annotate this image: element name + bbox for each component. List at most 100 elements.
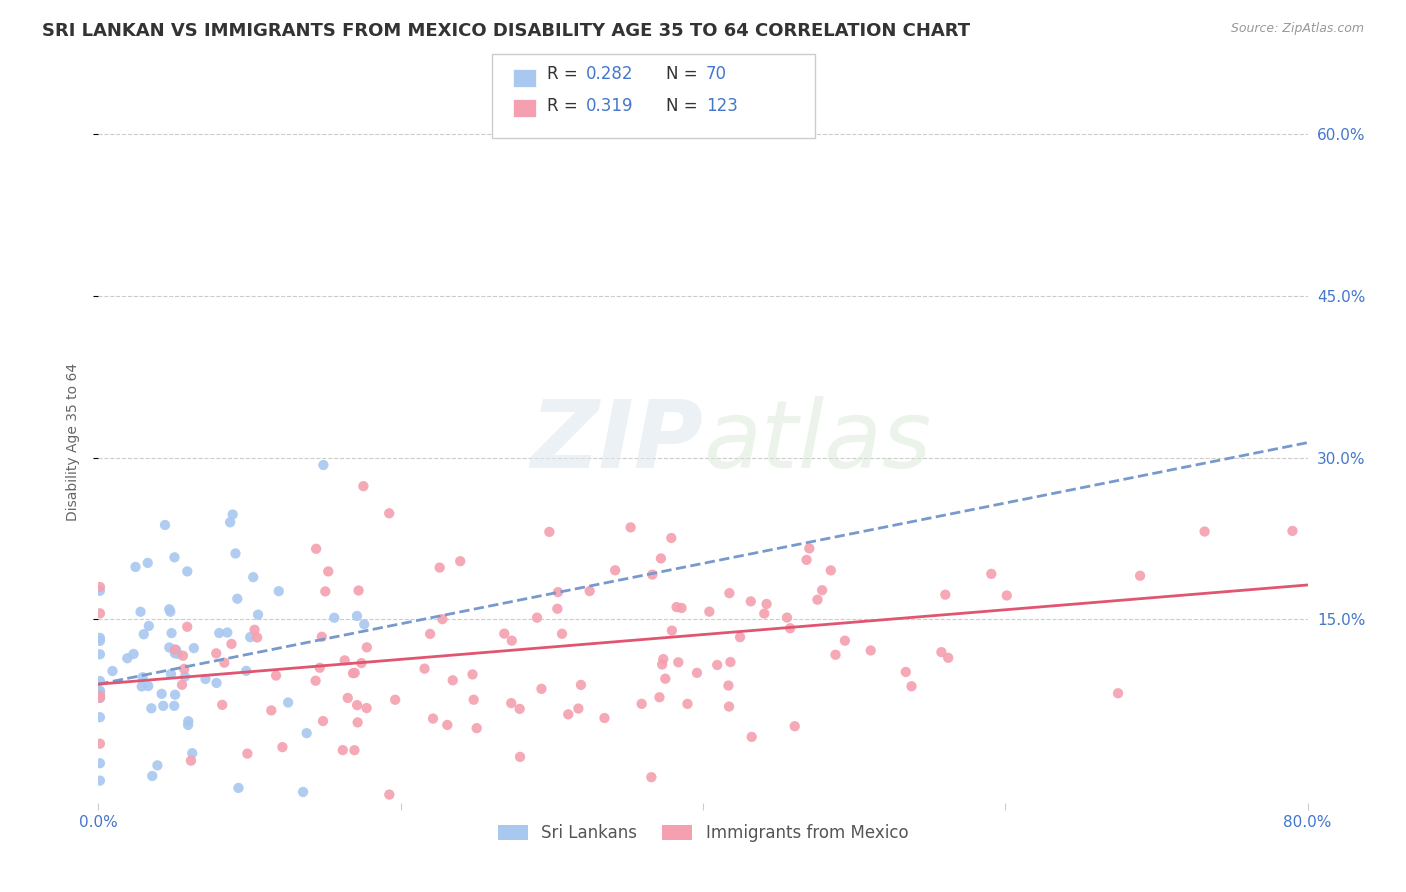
Point [859,643,882,657]
Point [741,730,763,744]
Point [89,689,111,703]
Point [174,669,197,683]
Point [181,746,204,760]
Point [567,701,589,715]
Point [224,546,246,560]
Point [205,676,228,690]
Point [441,673,464,688]
Point [620,520,643,534]
Point [163,642,186,657]
Point [141,769,163,783]
Point [557,707,579,722]
Point [89,580,111,594]
Point [314,584,336,599]
Point [316,565,339,579]
Point [122,647,145,661]
Point [1129,568,1152,582]
Point [783,719,806,733]
Point [776,610,799,624]
Point [166,647,188,661]
Point [641,567,664,582]
Point [347,583,370,598]
Text: SRI LANKAN VS IMMIGRANTS FROM MEXICO DISABILITY AGE 35 TO 64 CORRELATION CHART: SRI LANKAN VS IMMIGRANTS FROM MEXICO DIS… [42,22,970,40]
Point [323,611,346,625]
Point [346,715,368,730]
Point [463,692,485,706]
Point [157,602,180,616]
Point [811,583,834,598]
Point [177,718,200,732]
Point [138,619,160,633]
Point [652,652,675,666]
Point [308,661,330,675]
Point [132,627,155,641]
Point [569,678,592,692]
Text: 0.282: 0.282 [586,65,634,83]
Point [526,610,548,624]
Point [170,678,193,692]
Point [605,563,627,577]
Point [332,743,354,757]
Point [264,668,287,682]
Point [718,699,741,714]
Point [356,701,378,715]
Point [150,687,173,701]
Point [378,506,401,520]
Point [686,665,709,680]
Point [333,653,356,667]
Point [89,673,111,688]
Point [165,688,187,702]
Point [820,563,842,577]
Point [378,788,401,802]
Point [157,640,180,655]
Point [509,702,531,716]
Point [221,508,243,522]
Point [796,553,818,567]
Point [159,605,181,619]
Point [936,650,959,665]
Point [228,780,250,795]
Point [980,566,1002,581]
Point [152,698,174,713]
Point [89,685,111,699]
Point [900,679,922,693]
Point [630,697,652,711]
Point [336,690,359,705]
Point [295,726,318,740]
Point [312,714,335,728]
Point [124,560,146,574]
Point [89,607,111,621]
Point [292,785,315,799]
Point [305,541,328,556]
Point [243,623,266,637]
Point [728,630,751,644]
Point [449,554,471,568]
Point [242,570,264,584]
Point [89,648,111,662]
Point [163,550,186,565]
Point [665,600,688,615]
Point [221,637,243,651]
Text: 70: 70 [706,65,727,83]
Point [131,670,153,684]
Point [160,667,183,681]
Point [422,712,444,726]
Text: R =: R = [547,97,583,115]
Point [131,680,153,694]
Point [304,673,326,688]
Point [799,541,821,556]
Point [89,737,111,751]
Point [236,747,259,761]
Point [180,754,202,768]
Point [651,657,673,672]
Text: R =: R = [547,65,583,83]
Point [593,711,616,725]
Point [432,612,454,626]
Point [260,703,283,717]
Point [146,758,169,772]
Point [718,586,741,600]
Point [343,743,366,757]
Point [89,685,111,699]
Point [211,698,233,712]
Point [346,698,368,713]
